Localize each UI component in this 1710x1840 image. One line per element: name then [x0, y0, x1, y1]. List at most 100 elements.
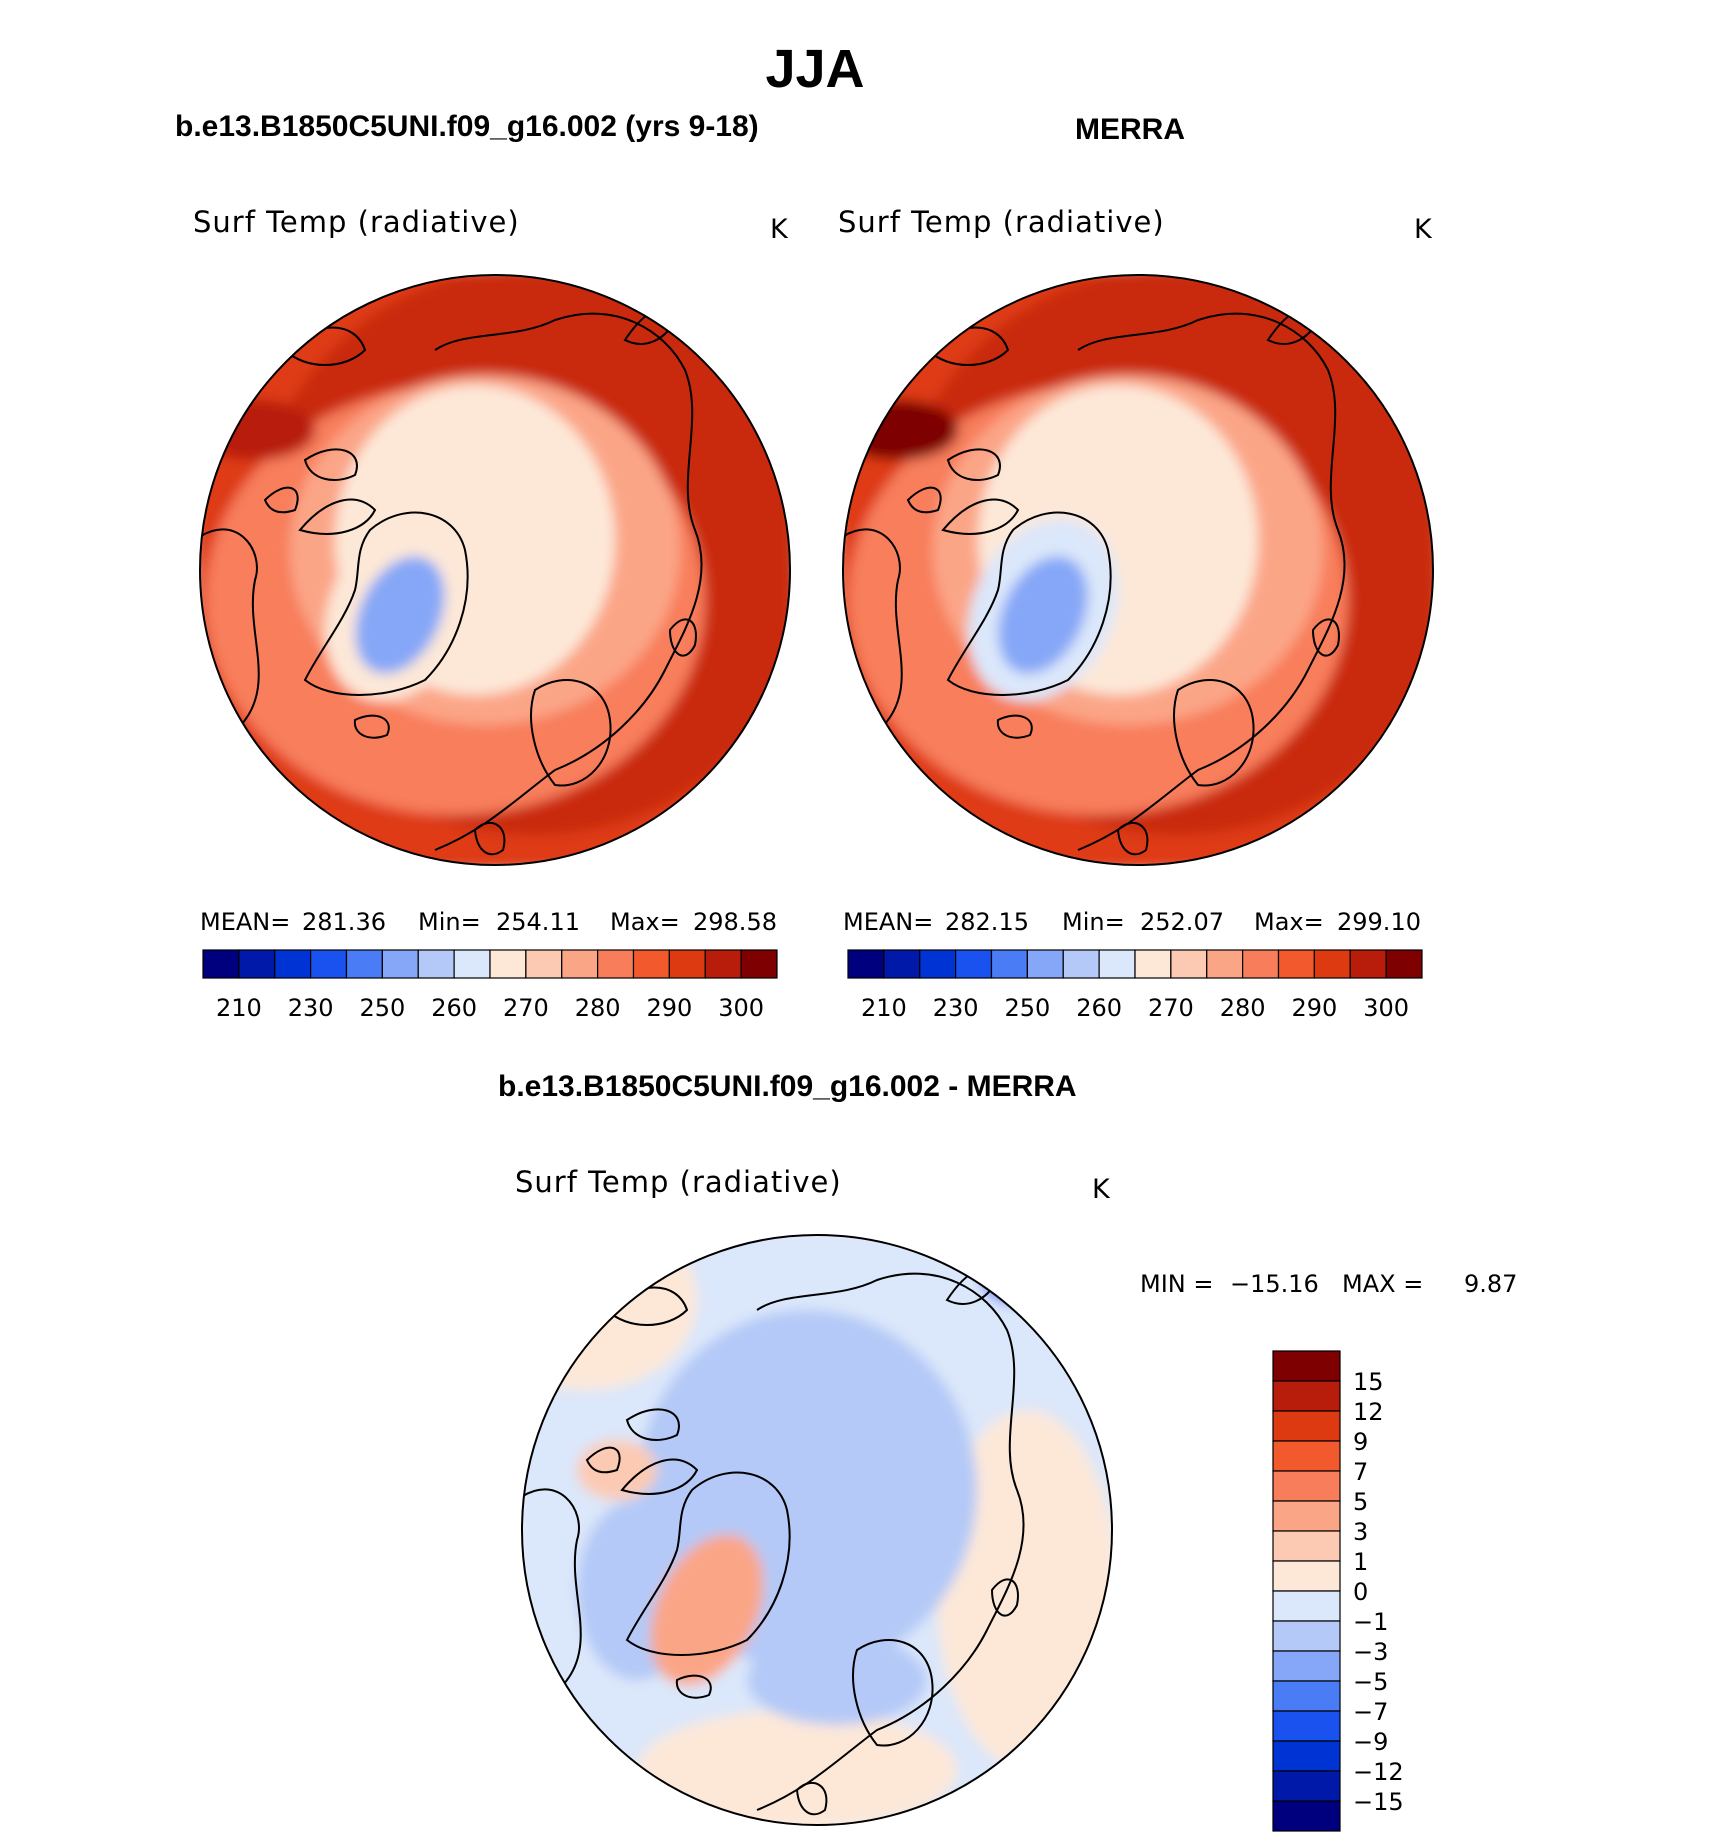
model-colorbar-box — [310, 949, 348, 979]
diff-map-border — [521, 1234, 1113, 1826]
model-max-value: 298.58 — [693, 908, 777, 936]
obs-colorbar-box — [955, 949, 993, 979]
model-min-value: 254.11 — [496, 908, 580, 936]
model-colorbar-box — [381, 949, 419, 979]
diff-colorbar-label: 1 — [1353, 1548, 1368, 1576]
model-colorbar-box — [345, 949, 383, 979]
model-colorbar-box — [417, 949, 455, 979]
diff-colorbar-box — [1272, 1350, 1341, 1382]
obs-min-value: 252.07 — [1140, 908, 1224, 936]
obs-colorbar-box — [883, 949, 921, 979]
obs-colorbar-label: 270 — [1148, 994, 1194, 1022]
obs-colorbar-box — [1277, 949, 1315, 979]
model-panel-title: b.e13.B1850C5UNI.f09_g16.002 (yrs 9-18) — [175, 110, 759, 143]
model-colorbar-label: 270 — [503, 994, 549, 1022]
diff-colorbar-box — [1272, 1740, 1341, 1772]
obs-colorbar-label: 300 — [1363, 994, 1409, 1022]
diff-colorbar-label: 5 — [1353, 1488, 1368, 1516]
obs-mean-value: 282.15 — [945, 908, 1029, 936]
diff-colorbar-label: −1 — [1353, 1608, 1388, 1636]
diff-colorbar-box — [1272, 1710, 1341, 1742]
obs-colorbar-box — [1206, 949, 1244, 979]
model-min-label: Min= — [418, 908, 481, 936]
model-colorbar-box — [238, 949, 276, 979]
obs-colorbar-label: 250 — [1004, 994, 1050, 1022]
obs-colorbar-box — [919, 949, 957, 979]
obs-map-border — [842, 274, 1434, 866]
model-units-label: K — [770, 214, 788, 245]
diff-variable-label: Surf Temp (radiative) — [515, 1165, 842, 1199]
diff-map — [522, 1235, 1112, 1825]
model-colorbar-label: 250 — [359, 994, 405, 1022]
obs-max-label: Max= — [1254, 908, 1324, 936]
diff-colorbar-label: −7 — [1353, 1698, 1388, 1726]
obs-max-value: 299.10 — [1337, 908, 1421, 936]
model-map — [200, 275, 790, 865]
model-colorbar-box — [453, 949, 491, 979]
diff-colorbar-label: −9 — [1353, 1728, 1388, 1756]
obs-units-label: K — [1414, 214, 1432, 245]
obs-mean-label: MEAN= — [843, 908, 934, 936]
diff-colorbar-box — [1272, 1770, 1341, 1802]
diff-colorbar-label: 7 — [1353, 1458, 1368, 1486]
diff-colorbar-label: −15 — [1353, 1788, 1404, 1816]
diff-colorbar-box — [1272, 1470, 1341, 1502]
model-colorbar-box — [202, 949, 240, 979]
obs-colorbar-label: 280 — [1220, 994, 1266, 1022]
diff-colorbar-label: 3 — [1353, 1518, 1368, 1546]
diff-colorbar-label: −12 — [1353, 1758, 1404, 1786]
model-colorbar: 210 230 250 260 270 280 290 300 — [202, 949, 778, 1022]
diff-max-value: 9.87 — [1464, 1270, 1518, 1298]
page-title: JJA — [765, 39, 865, 99]
diff-min-value: −15.16 — [1230, 1270, 1319, 1298]
diff-colorbar-box — [1272, 1560, 1341, 1592]
model-colorbar-label: 210 — [216, 994, 262, 1022]
diff-colorbar-label: −3 — [1353, 1638, 1388, 1666]
diff-colorbar-box — [1272, 1680, 1341, 1712]
obs-panel-title: MERRA — [1075, 113, 1185, 146]
diff-colorbar-box — [1272, 1500, 1341, 1532]
model-max-label: Max= — [610, 908, 680, 936]
diff-colorbar-box — [1272, 1650, 1341, 1682]
diff-colorbar-label: −5 — [1353, 1668, 1388, 1696]
obs-colorbar-box — [1026, 949, 1064, 979]
diff-colorbar-label: 0 — [1353, 1578, 1368, 1606]
diff-colorbar-box — [1272, 1440, 1341, 1472]
model-colorbar-label: 280 — [575, 994, 621, 1022]
diff-min-label: MIN = — [1140, 1270, 1214, 1298]
obs-colorbar-box — [1134, 949, 1172, 979]
obs-map — [843, 275, 1433, 865]
obs-colorbar-box — [990, 949, 1028, 979]
model-variable-label: Surf Temp (radiative) — [193, 205, 520, 239]
diff-colorbar-label: 9 — [1353, 1428, 1368, 1456]
obs-colorbar-box — [1062, 949, 1100, 979]
diff-colorbar-label: 12 — [1353, 1398, 1384, 1426]
obs-variable-label: Surf Temp (radiative) — [838, 205, 1165, 239]
model-colorbar-label: 260 — [431, 994, 477, 1022]
obs-colorbar-box — [1170, 949, 1208, 979]
diff-units-label: K — [1092, 1174, 1110, 1205]
obs-colorbar-box — [1349, 949, 1387, 979]
diff-colorbar-box — [1272, 1410, 1341, 1442]
obs-colorbar-box — [847, 949, 885, 979]
diff-colorbar-label: 15 — [1353, 1368, 1384, 1396]
diff-colorbar-box — [1272, 1590, 1341, 1622]
diff-colorbar-box — [1272, 1800, 1341, 1832]
model-colorbar-box — [632, 949, 670, 979]
obs-colorbar-label: 230 — [933, 994, 979, 1022]
model-colorbar-label: 230 — [288, 994, 334, 1022]
model-colorbar-box — [668, 949, 706, 979]
model-colorbar-box — [704, 949, 742, 979]
model-colorbar-box — [525, 949, 563, 979]
model-colorbar-label: 290 — [646, 994, 692, 1022]
obs-colorbar-label: 290 — [1291, 994, 1337, 1022]
obs-colorbar-label: 210 — [861, 994, 907, 1022]
obs-colorbar-label: 260 — [1076, 994, 1122, 1022]
model-colorbar-label: 300 — [718, 994, 764, 1022]
model-mean-value: 281.36 — [302, 908, 386, 936]
obs-min-label: Min= — [1062, 908, 1125, 936]
diff-colorbar-box — [1272, 1380, 1341, 1412]
obs-colorbar-box — [1242, 949, 1280, 979]
obs-colorbar-box — [1098, 949, 1136, 979]
